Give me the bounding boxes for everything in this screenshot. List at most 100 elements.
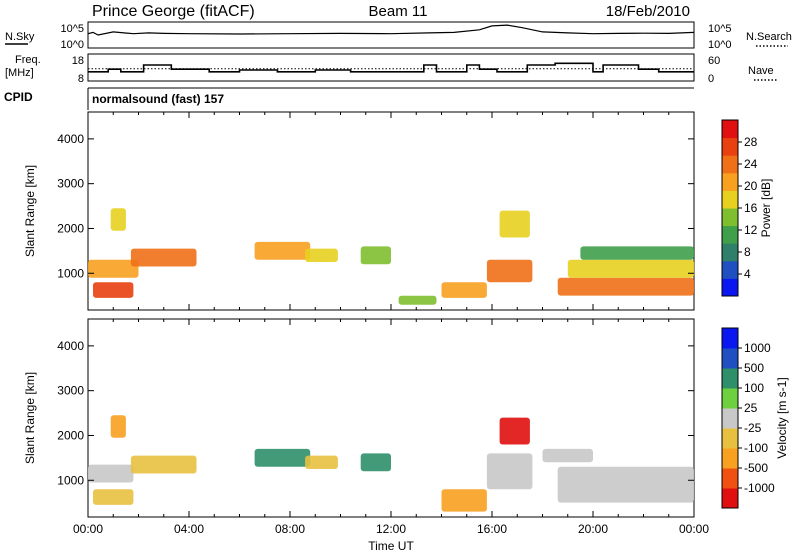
x-tick-label: 00:00 xyxy=(679,522,709,536)
colorbar-tick-label: -100 xyxy=(744,441,768,455)
echo-region xyxy=(305,455,338,469)
date-title: 18/Feb/2010 xyxy=(606,3,690,20)
freq-right-tick-bottom: 0 xyxy=(708,73,714,85)
power-ylabel: Slant Range [km] xyxy=(23,165,37,257)
freq-panel: Freq. [MHz] 18 8 60 0 Nave xyxy=(5,53,778,85)
colorbar-cell xyxy=(722,408,738,429)
sky-panel: N.Sky 10^5 10^0 10^5 10^0 N.Search xyxy=(5,21,792,51)
freq-label-line2: [MHz] xyxy=(5,67,34,79)
echo-region xyxy=(567,259,695,278)
colorbar-cell xyxy=(722,368,738,389)
echo-region xyxy=(254,241,311,260)
y-tick-label: 1000 xyxy=(57,266,84,280)
sky-right-tick-bottom: 10^0 xyxy=(708,39,732,51)
colorbar-cell xyxy=(722,225,738,244)
echo-region xyxy=(499,210,530,238)
x-tick-label: 00:00 xyxy=(73,522,103,536)
colorbar-cell xyxy=(722,243,738,262)
power-data xyxy=(88,208,695,305)
velocity-data xyxy=(88,415,694,512)
colorbar-tick-label: 500 xyxy=(744,361,764,375)
colorbar-cell xyxy=(722,208,738,227)
colorbar-cell xyxy=(722,278,738,297)
echo-region xyxy=(441,282,487,298)
power-y-ticks: 1000 2000 3000 4000 xyxy=(57,132,694,280)
colorbar-cell xyxy=(722,428,738,449)
echo-region xyxy=(110,208,126,231)
echo-region xyxy=(88,464,134,483)
y-tick-label: 4000 xyxy=(57,132,84,146)
velocity-colorbar-ticks: -1000 -500 -100 -25 25 100 500 1000 xyxy=(738,341,775,495)
colorbar-cell xyxy=(722,328,738,349)
colorbar-tick-label: 4 xyxy=(744,267,751,281)
colorbar-cell xyxy=(722,172,738,191)
echo-region xyxy=(557,277,694,296)
velocity-colorbar-cells xyxy=(722,328,738,509)
colorbar-tick-label: 100 xyxy=(744,381,764,395)
velocity-y-ticks: 1000 2000 3000 4000 xyxy=(57,339,694,487)
sky-noise-series xyxy=(87,24,695,36)
x-tick-label: 16:00 xyxy=(477,522,507,536)
power-colorbar-ticks: 4 8 12 16 20 24 28 xyxy=(738,135,758,281)
colorbar-tick-label: 1000 xyxy=(744,341,771,355)
y-tick-label: 2000 xyxy=(57,428,84,442)
echo-region xyxy=(88,259,139,278)
time-axis-label: Time UT xyxy=(368,539,414,553)
colorbar-tick-label: 8 xyxy=(744,245,751,259)
colorbar-cell xyxy=(722,488,738,509)
colorbar-tick-label: 24 xyxy=(744,157,758,171)
velocity-x-ticks: 00:00 04:00 08:00 12:00 16:00 20:00 00:00 xyxy=(73,319,709,536)
x-tick-label: 08:00 xyxy=(275,522,305,536)
echo-region xyxy=(93,489,134,505)
frequency-step-series xyxy=(88,62,694,73)
colorbar-cell xyxy=(722,155,738,174)
y-tick-label: 2000 xyxy=(57,221,84,235)
colorbar-cell xyxy=(722,260,738,279)
sky-left-tick-top: 10^5 xyxy=(60,23,84,35)
echo-region xyxy=(398,295,437,305)
power-colorbar-label: Power [dB] xyxy=(759,179,773,238)
colorbar-cell xyxy=(722,448,738,469)
colorbar-cell xyxy=(722,348,738,369)
y-tick-label: 4000 xyxy=(57,339,84,353)
station-title: Prince George (fitACF) xyxy=(92,3,255,20)
echo-region xyxy=(441,489,487,512)
echo-region xyxy=(557,466,694,503)
velocity-ylabel: Slant Range [km] xyxy=(23,372,37,464)
sky-right-tick-top: 10^5 xyxy=(708,23,732,35)
velocity-panel: 1000 2000 3000 4000 00:00 04:00 08:00 12:00 16:… xyxy=(23,318,709,553)
echo-region xyxy=(580,246,694,260)
echo-region xyxy=(486,259,533,283)
echo-region xyxy=(360,246,391,265)
sky-left-tick-bottom: 10^0 xyxy=(60,39,84,51)
y-tick-label: 3000 xyxy=(57,177,84,191)
freq-left-tick-bottom: 8 xyxy=(78,73,84,85)
power-colorbar: 4 8 12 16 20 24 28 Power [dB] xyxy=(721,119,773,297)
velocity-colorbar-label: Velocity [m s-1] xyxy=(775,377,789,458)
colorbar-tick-label: 28 xyxy=(744,135,758,149)
x-tick-label: 04:00 xyxy=(174,522,204,536)
x-tick-label: 12:00 xyxy=(376,522,406,536)
x-tick-label: 20:00 xyxy=(578,522,608,536)
echo-region xyxy=(130,455,197,474)
power-colorbar-cells xyxy=(722,120,738,297)
beam-title: Beam 11 xyxy=(369,3,428,20)
velocity-colorbar: -1000 -500 -100 -25 25 100 500 1000 Velocity [m… xyxy=(721,327,789,509)
cpid-label: CPID xyxy=(4,90,33,104)
colorbar-cell xyxy=(722,468,738,489)
power-x-ticks xyxy=(87,112,695,310)
colorbar-tick-label: 16 xyxy=(744,201,758,215)
echo-region xyxy=(486,453,533,490)
colorbar-tick-label: -25 xyxy=(744,421,762,435)
colorbar-tick-label: 20 xyxy=(744,179,758,193)
colorbar-tick-label: 12 xyxy=(744,223,758,237)
freq-right-tick-top: 60 xyxy=(708,55,720,67)
echo-region xyxy=(93,282,134,298)
echo-region xyxy=(254,448,311,467)
echo-region xyxy=(360,453,391,472)
echo-region xyxy=(542,448,593,463)
freq-label-line1: Freq. xyxy=(15,54,41,66)
y-tick-label: 1000 xyxy=(57,473,84,487)
echo-region xyxy=(499,417,530,445)
